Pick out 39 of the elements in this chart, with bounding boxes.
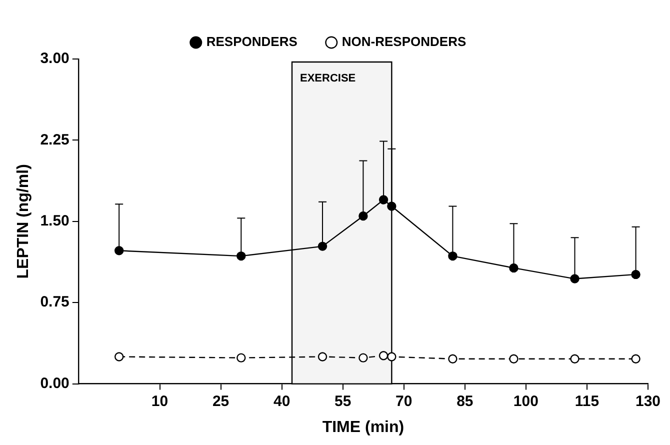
point	[114, 352, 124, 362]
point	[387, 352, 396, 362]
x-tick-label: 55	[334, 392, 352, 410]
point	[378, 195, 388, 204]
point	[509, 263, 518, 273]
x-tick-label: 85	[456, 392, 474, 410]
x-axis-title: TIME (min)	[322, 418, 404, 436]
point	[570, 274, 580, 284]
x-tick-label: 115	[574, 392, 600, 410]
y-tick-label: 2.25	[40, 131, 70, 148]
point	[318, 352, 328, 362]
point	[236, 353, 246, 362]
x-tick-label: 25	[212, 392, 230, 410]
y-tick-label: 3.00	[40, 50, 70, 68]
point	[448, 354, 458, 364]
x-tick-label: 10	[151, 392, 168, 410]
y-axis-title: LEPTIN (ng/ml)	[15, 164, 32, 279]
band-label: EXERCISE	[300, 72, 356, 85]
point	[387, 202, 396, 211]
point	[236, 251, 246, 261]
point	[318, 242, 328, 251]
x-tick-label: 130	[635, 392, 661, 410]
point	[509, 354, 518, 364]
y-tick-label: 0.75	[40, 294, 70, 311]
legend-label: RESPONDERS	[206, 34, 298, 50]
point	[631, 354, 640, 364]
point	[570, 354, 580, 364]
x-tick-label: 100	[513, 392, 538, 410]
y-tick-label: 0.00	[40, 374, 70, 392]
point	[358, 211, 368, 221]
x-tick-label: 40	[273, 392, 290, 410]
point	[631, 270, 640, 280]
point	[378, 351, 388, 360]
point	[114, 246, 124, 256]
legend-label: NON-RESPONDERS	[342, 34, 466, 50]
point	[358, 353, 368, 362]
y-tick-label: 1.50	[40, 212, 70, 230]
x-tick-label: 70	[396, 392, 412, 410]
point	[448, 251, 458, 261]
